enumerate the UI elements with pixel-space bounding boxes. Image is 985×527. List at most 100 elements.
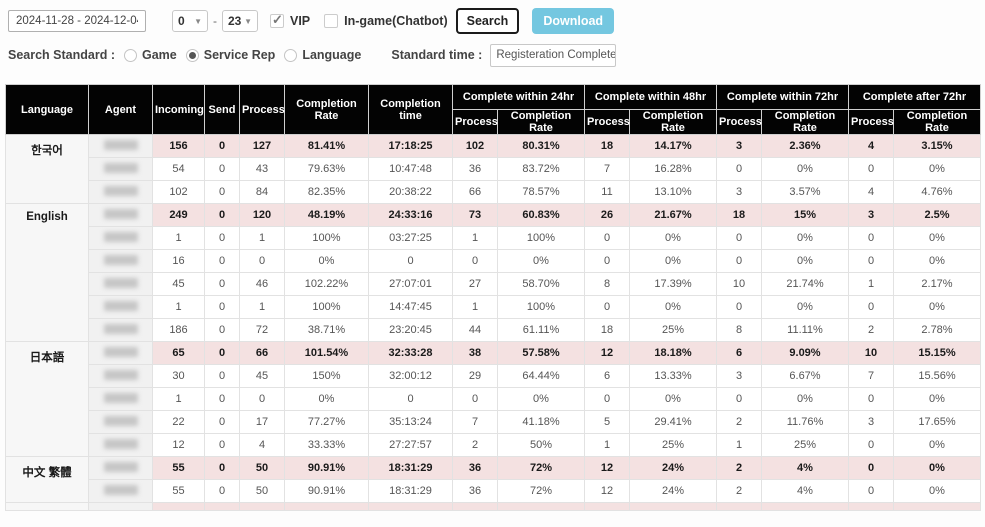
hour-to-select[interactable]: 23 ▼	[222, 10, 258, 32]
data-cell: 72%	[497, 479, 585, 503]
data-cell	[716, 502, 762, 511]
data-cell: 6	[584, 364, 630, 388]
agent-cell-redacted	[88, 341, 153, 365]
redacted-agent-name	[103, 484, 138, 495]
table-row: 55 0 50 90.91% 18:31:29 36 72% 12 24% 2 4% 0 0%	[6, 479, 981, 503]
data-cell: 0%	[893, 295, 981, 319]
standard-time-select[interactable]: Registeration Complete ~ Cer	[490, 43, 617, 67]
data-cell: 0	[848, 456, 894, 480]
agent-cell-redacted	[88, 226, 153, 250]
table-row: 45 0 46 102.22% 27:07:01 27 58.70% 8 17.39% 10 21.…	[6, 272, 981, 296]
data-cell: 50	[239, 456, 285, 480]
report-table: Language Agent Incoming Send Process Com…	[5, 84, 981, 511]
data-cell: 81.41%	[284, 134, 369, 158]
data-cell: 36	[452, 456, 498, 480]
redacted-agent-name	[103, 438, 138, 449]
data-cell: 2	[452, 433, 498, 457]
table-row: 한국어 156 0 127 81.41% 17:18:25 102 80.31% 18 14.17…	[5, 134, 981, 204]
data-cell: 14.17%	[629, 134, 717, 158]
radio-service-rep-label[interactable]: Service Rep	[203, 48, 276, 62]
col-header-completion-time: Completion time	[368, 84, 453, 135]
data-cell: 4	[848, 180, 894, 204]
data-cell: 18	[584, 318, 630, 342]
radio-service-rep[interactable]	[185, 48, 199, 62]
data-cell: 100%	[497, 295, 585, 319]
redacted-agent-name	[103, 277, 138, 288]
data-cell: 127	[239, 134, 285, 158]
data-cell: 0%	[629, 226, 717, 250]
data-cell: 120	[239, 203, 285, 227]
agent-cell-redacted	[88, 134, 153, 158]
agent-cell-redacted	[88, 249, 153, 273]
table-row: 中文 繁體 55 0 50 90.91% 18:31:29 36 72% 12 24% 2 4% 0 0%	[5, 456, 981, 503]
radio-language-label[interactable]: Language	[302, 48, 362, 62]
data-cell: 18:31:29	[368, 456, 453, 480]
redacted-agent-name	[103, 415, 138, 426]
data-cell: 0	[584, 387, 630, 411]
data-cell: 21.74%	[761, 272, 849, 296]
sub-header-completion-rate: Completion Rate	[893, 109, 981, 135]
date-range-input[interactable]	[8, 10, 146, 32]
data-cell: 1	[452, 226, 498, 250]
radio-game[interactable]	[123, 48, 137, 62]
redacted-agent-name	[103, 208, 138, 219]
col-header-send: Send	[204, 84, 240, 135]
data-cell: 0	[848, 295, 894, 319]
data-cell: 0%	[284, 249, 369, 273]
data-cell: 0	[204, 157, 240, 181]
data-cell: 54	[152, 157, 205, 181]
data-cell: 10	[716, 272, 762, 296]
radio-game-label[interactable]: Game	[141, 48, 177, 62]
data-cell: 55	[152, 479, 205, 503]
table-row: 1 0 1 100% 14:47:45 1 100% 0 0% 0 0% 0 0%	[6, 295, 981, 319]
data-cell	[584, 502, 630, 511]
data-cell: 0	[848, 479, 894, 503]
vip-label[interactable]: VIP	[290, 14, 311, 28]
data-cell: 29	[452, 364, 498, 388]
data-cell: 0%	[761, 226, 849, 250]
ingame-chatbot-label[interactable]: In-game(Chatbot)	[344, 14, 448, 28]
ingame-chatbot-checkbox[interactable]	[324, 14, 339, 28]
table-row: English 249 0 120 48.19% 24:33:16 73 60.83% 26 21…	[5, 203, 981, 342]
redacted-agent-name	[103, 139, 138, 150]
data-cell: 26	[584, 203, 630, 227]
data-cell: 36	[452, 157, 498, 181]
table-body: 한국어 156 0 127 81.41% 17:18:25 102 80.31% 18 14.17…	[5, 134, 981, 511]
redacted-agent-name	[103, 323, 138, 334]
radio-language[interactable]	[284, 48, 298, 62]
data-cell: 0	[204, 433, 240, 457]
agent-cell-redacted	[88, 295, 153, 319]
vip-checkbox[interactable]	[270, 12, 284, 28]
data-cell: 3.15%	[893, 134, 981, 158]
data-cell: 0	[204, 341, 240, 365]
data-cell: 32:00:12	[368, 364, 453, 388]
data-cell: 2.78%	[893, 318, 981, 342]
table-row: 54 0 43 79.63% 10:47:48 36 83.72% 7 16.28% 0 0% 0 0%	[6, 157, 981, 181]
data-cell: 0%	[893, 387, 981, 411]
data-cell: 0%	[761, 387, 849, 411]
table-row: 日本語 65 0 66 101.54% 32:33:28 38 57.58% 12 18.18% 6…	[5, 341, 981, 457]
data-cell: 0	[848, 226, 894, 250]
data-cell: 0	[204, 318, 240, 342]
data-cell: 0%	[284, 387, 369, 411]
data-cell: 17	[239, 410, 285, 434]
hour-range-separator: -	[213, 14, 217, 28]
data-cell: 24:33:16	[368, 203, 453, 227]
data-cell: 41.18%	[497, 410, 585, 434]
agent-cell-redacted	[88, 364, 153, 388]
hour-from-select[interactable]: 0 ▼	[172, 10, 208, 32]
data-cell: 25%	[761, 433, 849, 457]
redacted-agent-name	[103, 162, 138, 173]
data-cell: 249	[152, 203, 205, 227]
data-cell: 2.17%	[893, 272, 981, 296]
redacted-agent-name	[103, 369, 138, 380]
language-cell: 한국어	[5, 134, 89, 204]
data-cell: 35:13:24	[368, 410, 453, 434]
download-button[interactable]: Download	[532, 8, 615, 34]
search-button[interactable]: Search	[455, 8, 520, 34]
data-cell: 48.19%	[284, 203, 369, 227]
data-cell: 0	[848, 249, 894, 273]
sub-header-completion-rate: Completion Rate	[629, 109, 717, 135]
data-cell: 27:27:57	[368, 433, 453, 457]
group-header-72hr: Complete within 72hr	[716, 84, 849, 110]
